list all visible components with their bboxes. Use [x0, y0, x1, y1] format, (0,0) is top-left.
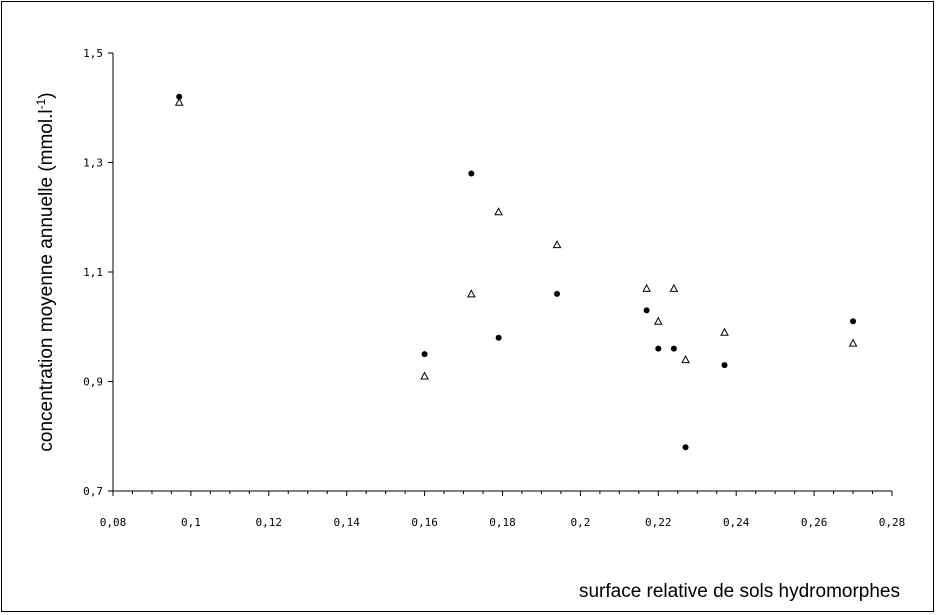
- x-tick-label: 0,14: [333, 516, 360, 529]
- y-tick-label: 1,5: [83, 47, 103, 60]
- y-axis-ticks: 0,7 0,9 1,1 1,3 1,5: [83, 47, 113, 498]
- circle-point: [850, 318, 857, 325]
- triangle-point: [669, 283, 679, 292]
- circle-point: [721, 362, 728, 369]
- x-tick-label: 0,22: [645, 516, 672, 529]
- y-axis-title-sup: -1: [34, 98, 48, 109]
- triangle-point: [420, 371, 429, 380]
- triangle-point: [653, 316, 663, 325]
- triangle-point: [848, 338, 858, 347]
- y-tick-label: 0,9: [83, 376, 103, 389]
- triangle-point: [494, 207, 503, 216]
- x-tick-label: 0,08: [100, 516, 127, 529]
- circle-point: [176, 93, 183, 100]
- circle-point: [554, 290, 561, 297]
- x-tick-label: 0,28: [879, 516, 906, 529]
- y-tick-label: 1,1: [83, 266, 103, 279]
- triangle-point: [720, 327, 729, 336]
- circle-point: [495, 334, 502, 341]
- axes: [112, 53, 892, 492]
- triangle-point: [642, 283, 651, 292]
- circle-point: [643, 307, 650, 314]
- x-tick-label: 0,1: [181, 516, 201, 529]
- x-axis-title: surface relative de sols hydromorphes: [579, 581, 900, 602]
- y-tick-label: 1,3: [83, 157, 103, 170]
- circle-point: [682, 444, 689, 451]
- circle-point: [421, 351, 428, 358]
- x-tick-label: 0,16: [411, 516, 438, 529]
- circle-point: [655, 345, 662, 352]
- y-tick-label: 0,7: [83, 485, 103, 498]
- x-tick-label: 0,26: [801, 516, 828, 529]
- x-tick-label: 0,2: [570, 516, 590, 529]
- x-axis-ticks: 0,08 0,1 0,12 0,14 0,16 0,18 0,2 0,22 0,24 0,26 0,…: [100, 491, 906, 529]
- x-tick-label: 0,18: [489, 516, 516, 529]
- data-points: [174, 93, 858, 451]
- y-axis-title-suffix: ): [36, 92, 57, 98]
- circle-point: [670, 345, 677, 352]
- triangle-point: [467, 289, 476, 298]
- x-tick-label: 0,24: [723, 516, 750, 529]
- x-tick-label: 0,12: [256, 516, 283, 529]
- y-axis-title: concentration moyenne annuelle (mmol.l-1…: [34, 92, 57, 451]
- triangle-point: [552, 240, 562, 249]
- triangle-point: [174, 97, 184, 106]
- triangle-point: [681, 355, 690, 364]
- circle-point: [468, 170, 475, 177]
- y-axis-title-main: concentration moyenne annuelle (mmol.l: [36, 109, 57, 451]
